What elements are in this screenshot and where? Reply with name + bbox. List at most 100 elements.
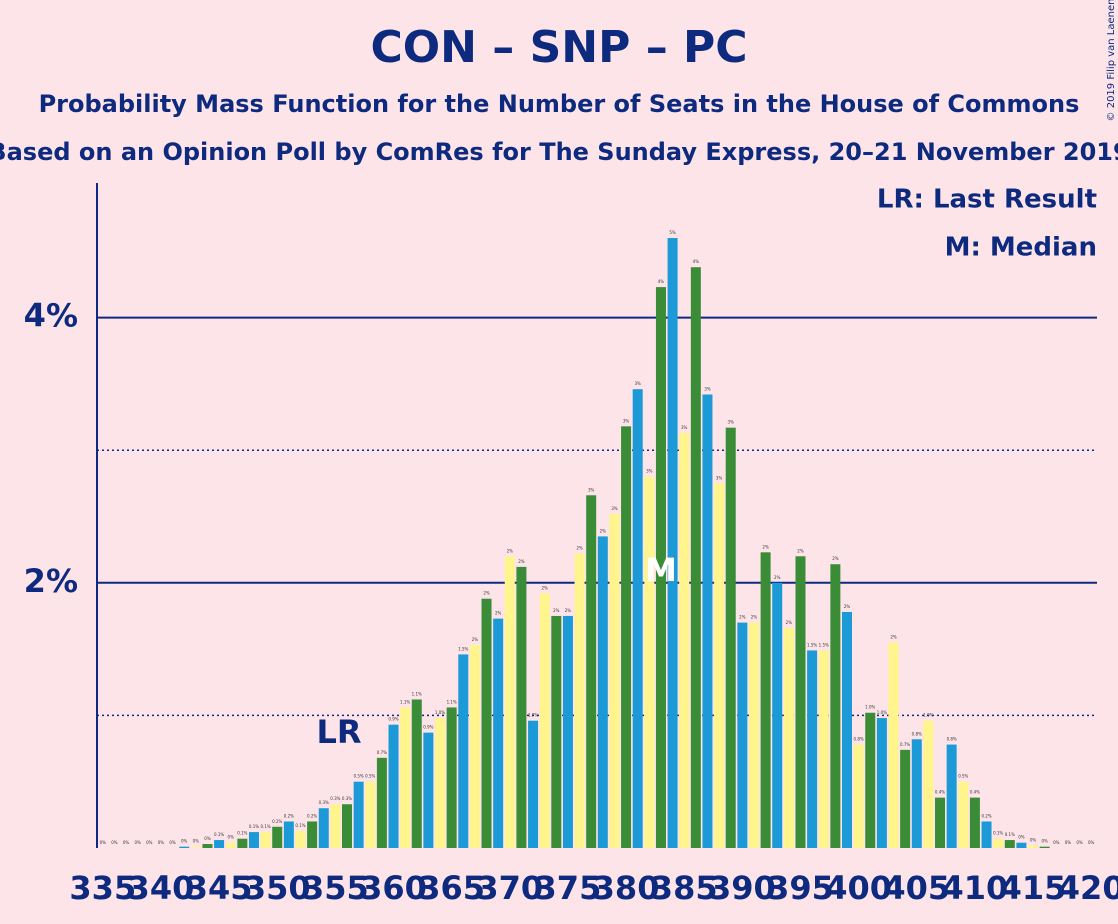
value-label: 0%	[123, 840, 130, 845]
value-label: 0.3%	[330, 796, 340, 801]
value-label: 2%	[483, 591, 490, 596]
bar	[411, 699, 422, 848]
bar	[737, 622, 748, 848]
bar	[1039, 846, 1050, 848]
bar	[330, 804, 341, 848]
x-tick-label: 350	[244, 869, 311, 907]
bar	[714, 483, 725, 848]
value-label: 0%	[1041, 839, 1048, 844]
value-label: 1.0%	[923, 713, 933, 718]
value-label: 2%	[600, 528, 607, 533]
x-tick-label: 375	[535, 869, 602, 907]
value-label: 2%	[553, 608, 560, 613]
bar	[1028, 845, 1039, 848]
bar	[702, 394, 713, 848]
bar	[853, 744, 864, 848]
value-label: 1.5%	[819, 642, 829, 647]
bar	[655, 287, 666, 848]
bar	[1004, 840, 1015, 848]
bar	[516, 566, 527, 848]
bar	[876, 718, 887, 848]
value-label: 0.7%	[377, 750, 387, 755]
x-tick-label: 370	[476, 869, 543, 907]
value-label: 1.5%	[807, 642, 817, 647]
x-tick-label: 410	[942, 869, 1009, 907]
value-label: 0%	[1053, 840, 1060, 845]
bar	[446, 707, 457, 848]
value-label: 3%	[681, 425, 688, 430]
legend-entry: LR: Last Result	[877, 185, 1097, 215]
bar	[865, 712, 876, 848]
bar	[621, 426, 632, 848]
bar	[551, 615, 562, 848]
value-label: 0%	[1065, 840, 1072, 845]
value-label: 2%	[762, 544, 769, 549]
legend-entry: M: Median	[945, 233, 1097, 263]
bar	[458, 654, 469, 848]
bar	[772, 582, 783, 848]
value-label: 2%	[565, 608, 572, 613]
bar	[388, 724, 399, 848]
bar	[469, 645, 480, 848]
value-label: 2%	[786, 620, 793, 625]
bar	[632, 389, 643, 848]
bar	[423, 732, 434, 848]
x-tick-label: 405	[883, 869, 950, 907]
value-label: 0%	[158, 840, 165, 845]
bar	[190, 846, 201, 848]
value-label: 1.0%	[528, 713, 538, 718]
value-label: 2%	[844, 604, 851, 609]
value-label: 0.2%	[981, 813, 991, 818]
value-label: 0%	[135, 840, 142, 845]
value-label: 0%	[169, 840, 176, 845]
bar	[644, 476, 655, 848]
bar	[760, 552, 771, 848]
value-label: 3%	[716, 475, 723, 480]
bar	[981, 821, 992, 848]
x-tick-label: 420	[1058, 869, 1118, 907]
bar	[353, 781, 364, 848]
bar	[783, 627, 794, 848]
value-label: 3%	[728, 420, 735, 425]
value-label: 0%	[1030, 837, 1037, 842]
bar	[946, 744, 957, 848]
value-label: 3%	[704, 387, 711, 392]
bar	[225, 842, 236, 848]
value-label: 0%	[1076, 840, 1083, 845]
x-tick-label: 340	[128, 869, 195, 907]
value-label: 2%	[507, 548, 514, 553]
bar	[248, 832, 259, 848]
x-tick-label: 400	[825, 869, 892, 907]
value-label: 0.1%	[249, 824, 259, 829]
bar	[307, 821, 318, 848]
value-label: 0.9%	[388, 717, 398, 722]
x-tick-label: 355	[302, 869, 369, 907]
value-label: 0.9%	[423, 725, 433, 730]
bar	[504, 556, 515, 848]
x-tick-label: 360	[360, 869, 427, 907]
value-label: 0.1%	[1005, 832, 1015, 837]
bar	[283, 821, 294, 848]
value-label: 2%	[739, 615, 746, 620]
value-label: 4%	[693, 259, 700, 264]
value-label: 5%	[669, 230, 676, 235]
value-label: 0%	[1018, 835, 1025, 840]
value-label: 2%	[832, 556, 839, 561]
bar	[481, 598, 492, 848]
value-label: 1.5%	[458, 646, 468, 651]
bar	[597, 536, 608, 848]
value-label: 0.5%	[354, 774, 364, 779]
value-label: 0.8%	[947, 737, 957, 742]
value-label: 0.2%	[284, 813, 294, 818]
value-label: 0%	[111, 840, 118, 845]
value-label: 0.8%	[912, 731, 922, 736]
chart-title: CON – SNP – PC	[370, 22, 747, 73]
value-label: 2%	[472, 637, 479, 642]
bar	[993, 838, 1004, 848]
value-label: 0.7%	[900, 742, 910, 747]
x-tick-label: 395	[767, 869, 834, 907]
bar	[237, 838, 248, 848]
bar	[923, 720, 934, 848]
value-label: 0.4%	[970, 790, 980, 795]
value-label: 0.1%	[214, 832, 224, 837]
